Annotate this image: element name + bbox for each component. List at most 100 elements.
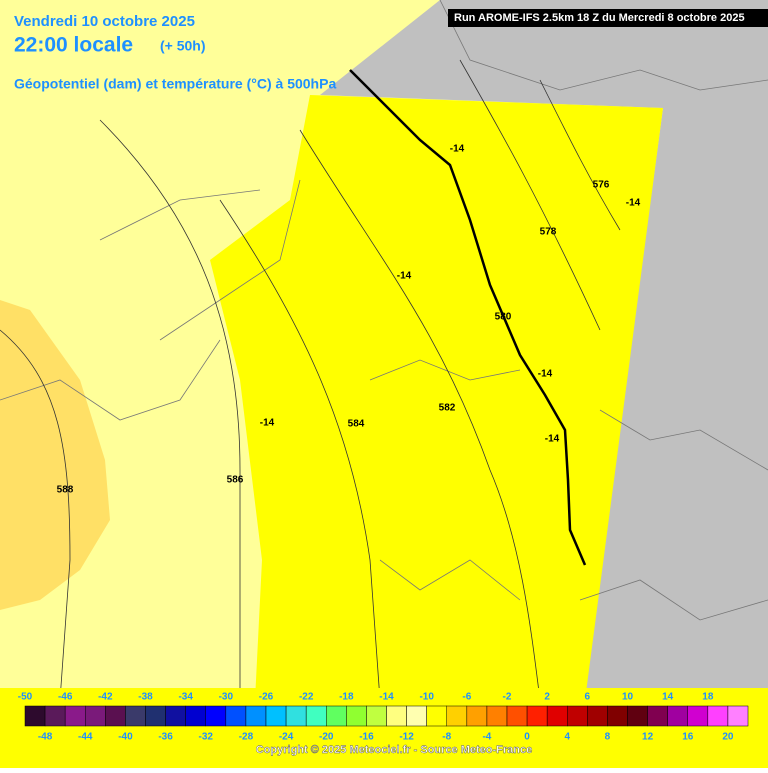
legend-swatch: [506, 705, 528, 727]
legend-label: 0: [524, 732, 530, 743]
temperature-zone: [210, 95, 663, 700]
legend-label: -28: [239, 732, 254, 743]
legend-label: 4: [564, 732, 570, 743]
date: Vendredi 10 octobre 2025: [14, 13, 195, 30]
legend-swatch: [265, 705, 287, 727]
legend-label: -40: [118, 732, 133, 743]
legend-label: -36: [158, 732, 173, 743]
country-borders: [0, 0, 768, 621]
legend-label: -32: [199, 732, 214, 743]
time: 22:00 locale: [14, 34, 133, 57]
legend-label: 6: [585, 692, 591, 703]
contour-label: -14: [397, 271, 412, 282]
run-info: Run AROME-IFS 2.5km 18 Z du Mercredi 8 o…: [454, 12, 745, 24]
legend-swatch: [607, 705, 628, 727]
contour-label: -14: [545, 434, 560, 445]
contour-label: 576: [593, 180, 610, 191]
field: Géopotentiel (dam) et température (°C) à…: [14, 76, 336, 92]
legend-label: 2: [544, 692, 550, 703]
contour-label: -14: [450, 144, 465, 155]
contour-label: 584: [348, 419, 365, 430]
run-box: [448, 9, 768, 27]
lead-time: (+ 50h): [160, 38, 206, 54]
legend-label: -48: [38, 732, 53, 743]
legend-label: -50: [18, 692, 33, 703]
legend-label: 16: [682, 732, 694, 743]
contour-label: 588: [57, 485, 74, 496]
legend-label: -24: [279, 732, 294, 743]
temperature-zone-warm: [0, 300, 110, 610]
legend-swatch: [366, 705, 387, 727]
legend-label: -44: [78, 732, 93, 743]
legend-swatch: [647, 705, 668, 727]
contour-label: -14: [626, 198, 641, 209]
legend-swatch: [667, 705, 689, 727]
legend-label: -42: [98, 692, 113, 703]
legend-label: -12: [399, 732, 414, 743]
contour-label: -14: [260, 418, 275, 429]
legend-label: -34: [178, 692, 193, 703]
legend-label: 20: [722, 732, 734, 743]
contour-label: -14: [538, 369, 553, 380]
legend-label: -22: [299, 692, 314, 703]
legend-label: -2: [503, 692, 512, 703]
legend-swatch: [687, 705, 709, 727]
legend-label: 8: [605, 732, 611, 743]
contour-label: 586: [227, 475, 244, 486]
legend-swatch: [346, 705, 367, 727]
legend-swatch: [285, 705, 307, 727]
legend: -50-48-46-44-42-40-38-36-34-32-30-28-26-…: [18, 692, 749, 743]
legend-swatch: [205, 705, 227, 727]
legend-swatch: [125, 705, 146, 727]
legend-swatch: [727, 705, 749, 727]
legend-label: -6: [462, 692, 471, 703]
legend-swatch: [305, 705, 327, 727]
legend-label: -38: [138, 692, 153, 703]
legend-swatch: [85, 705, 106, 727]
legend-swatch: [426, 705, 447, 727]
legend-swatch: [587, 705, 608, 727]
legend-label: -18: [339, 692, 354, 703]
legend-label: 14: [662, 692, 674, 703]
legend-swatch: [185, 705, 207, 727]
legend-swatch: [64, 705, 86, 727]
contour-label: 580: [495, 312, 512, 323]
legend-label: -4: [482, 732, 491, 743]
contour-label: 582: [439, 403, 456, 414]
legend-swatch: [446, 705, 468, 727]
legend-swatch: [707, 705, 729, 727]
legend-swatch: [105, 705, 126, 727]
legend-label: 18: [702, 692, 714, 703]
legend-label: -26: [259, 692, 274, 703]
legend-swatch: [326, 705, 347, 727]
legend-background: [0, 688, 768, 768]
legend-label: 12: [642, 732, 654, 743]
legend-swatch: [386, 705, 407, 727]
legend-label: -46: [58, 692, 73, 703]
legend-label: 10: [622, 692, 634, 703]
legend-swatch: [165, 705, 186, 727]
legend-swatch: [627, 705, 648, 727]
outside-domain: [320, 0, 768, 768]
legend-swatch: [486, 705, 508, 727]
copyright: Copyright © 2025 Meteociel.fr - Source M…: [256, 744, 532, 756]
legend-swatch: [546, 705, 568, 727]
legend-swatch: [245, 705, 267, 727]
legend-swatch: [466, 705, 488, 727]
legend-swatch: [406, 705, 427, 727]
legend-swatch: [24, 705, 46, 727]
legend-swatch: [44, 705, 66, 727]
legend-label: -30: [219, 692, 234, 703]
contour-label: 578: [540, 227, 557, 238]
legend-swatch: [145, 705, 166, 727]
legend-swatch: [526, 705, 548, 727]
legend-label: -14: [379, 692, 394, 703]
legend-label: -8: [442, 732, 451, 743]
legend-label: -10: [419, 692, 434, 703]
legend-label: -16: [359, 732, 374, 743]
legend-swatch: [225, 705, 247, 727]
geopotential-contours: [0, 59, 621, 701]
legend-label: -20: [319, 732, 334, 743]
legend-swatch: [567, 705, 588, 727]
